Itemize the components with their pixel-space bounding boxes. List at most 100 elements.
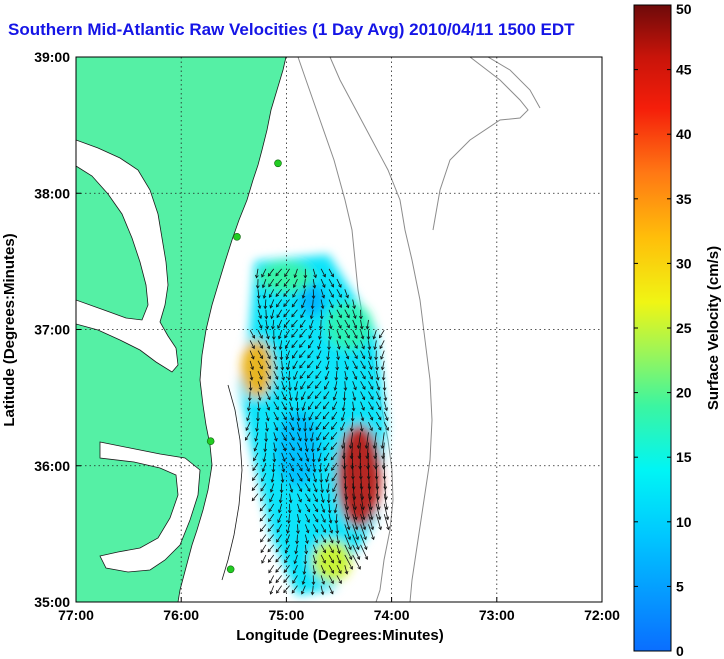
velocity-arrow xyxy=(245,421,251,431)
velocity-arrow-head xyxy=(333,387,338,391)
velocity-arrow xyxy=(352,370,357,380)
velocity-arrow-head xyxy=(316,437,320,441)
velocity-arrow xyxy=(304,462,310,472)
velocity-arrow-head xyxy=(280,479,285,483)
velocity-arrow-head xyxy=(276,590,280,594)
velocity-arrow-head xyxy=(276,314,280,319)
station-marker xyxy=(299,49,306,56)
velocity-arrow xyxy=(368,350,372,360)
velocity-arrow-head xyxy=(337,560,342,565)
velocity-arrow-head xyxy=(297,509,302,514)
velocity-arrow xyxy=(315,370,322,379)
velocity-arrow-head xyxy=(330,539,334,544)
velocity-arrow-head xyxy=(308,406,312,410)
velocity-arrow xyxy=(289,381,291,391)
velocity-arrow xyxy=(335,514,338,524)
velocity-arrow xyxy=(257,309,262,319)
velocity-arrow xyxy=(331,411,338,420)
velocity-arrow xyxy=(283,575,290,583)
velocity-arrow-head xyxy=(379,345,383,350)
velocity-arrow xyxy=(315,421,322,430)
x-tick-label: 76:00 xyxy=(163,607,199,623)
velocity-arrow xyxy=(381,360,385,370)
velocity-arrow xyxy=(352,309,356,319)
velocity-arrow-head xyxy=(317,458,322,463)
velocity-arrow xyxy=(352,524,359,540)
velocity-arrow xyxy=(285,534,290,544)
velocity-arrow xyxy=(351,422,354,432)
colorbar-tick-label: 50 xyxy=(676,1,692,17)
velocity-arrow xyxy=(312,513,319,523)
velocity-arrow xyxy=(366,319,369,329)
velocity-arrow xyxy=(265,360,271,369)
velocity-arrow xyxy=(341,411,346,421)
velocity-arrow-head xyxy=(283,437,287,441)
velocity-arrow-head xyxy=(321,580,325,585)
velocity-arrow-head xyxy=(313,274,317,279)
velocity-arrow xyxy=(292,289,298,298)
velocity-arrow xyxy=(323,401,330,410)
velocity-arrow-head xyxy=(359,428,364,432)
velocity-arrow xyxy=(368,411,373,421)
velocity-arrow-head xyxy=(257,397,262,401)
velocity-arrow-head xyxy=(349,428,354,432)
velocity-arrow-head xyxy=(354,345,358,349)
velocity-arrow xyxy=(292,350,298,359)
velocity-arrow xyxy=(320,534,326,543)
velocity-arrow-head xyxy=(355,536,359,541)
velocity-arrow-head xyxy=(381,377,386,381)
velocity-arrow-head xyxy=(345,304,350,309)
velocity-arrow-head xyxy=(342,397,347,402)
velocity-arrow xyxy=(316,350,322,359)
velocity-arrow xyxy=(344,319,350,328)
velocity-arrow xyxy=(325,370,330,380)
velocity-arrow xyxy=(320,493,324,503)
velocity-arrow-head xyxy=(369,506,373,511)
velocity-arrow xyxy=(316,432,322,441)
velocity-arrow xyxy=(263,289,267,299)
velocity-arrow-head xyxy=(304,438,308,443)
velocity-arrow-head xyxy=(344,496,349,501)
velocity-arrow-head xyxy=(320,305,325,310)
velocity-arrow-head xyxy=(268,508,272,513)
velocity-arrow-head xyxy=(282,458,286,462)
velocity-arrow xyxy=(383,421,389,431)
velocity-arrow-head xyxy=(361,345,365,350)
velocity-arrow xyxy=(368,340,371,350)
y-tick-label: 37:00 xyxy=(34,322,70,338)
velocity-arrow xyxy=(302,289,306,299)
velocity-arrow-head xyxy=(267,386,271,390)
velocity-arrow-head xyxy=(361,355,366,360)
velocity-arrow xyxy=(323,391,330,400)
velocity-arrow xyxy=(281,411,287,420)
velocity-arrow xyxy=(283,278,290,287)
velocity-arrow-head xyxy=(306,468,310,472)
velocity-arrow-head xyxy=(343,387,348,392)
velocity-arrow-head xyxy=(266,345,271,350)
velocity-arrow-head xyxy=(275,272,279,277)
velocity-arrow xyxy=(360,524,367,540)
velocity-arrow-head xyxy=(361,516,366,521)
velocity-arrow xyxy=(269,575,275,584)
velocity-arrow xyxy=(320,544,326,553)
velocity-arrow xyxy=(281,381,286,390)
velocity-arrow-head xyxy=(283,589,287,594)
velocity-arrow-head xyxy=(306,519,310,523)
velocity-arrow xyxy=(336,330,341,339)
velocity-arrow-head xyxy=(251,497,256,502)
velocity-arrow xyxy=(319,462,322,473)
velocity-arrow-head xyxy=(369,376,374,380)
velocity-arrow xyxy=(352,534,360,550)
velocity-arrow xyxy=(344,309,350,318)
velocity-arrow xyxy=(260,544,267,553)
station-marker xyxy=(206,437,215,446)
velocity-arrow-head xyxy=(338,324,342,329)
velocity-arrow-head xyxy=(283,303,287,308)
velocity-arrow xyxy=(344,493,349,510)
velocity-arrow xyxy=(275,278,282,287)
velocity-arrow-head xyxy=(269,304,274,309)
velocity-arrow-head xyxy=(383,486,388,490)
velocity-arrow xyxy=(278,330,283,339)
velocity-arrow xyxy=(249,360,254,370)
velocity-arrow-head xyxy=(322,519,326,523)
